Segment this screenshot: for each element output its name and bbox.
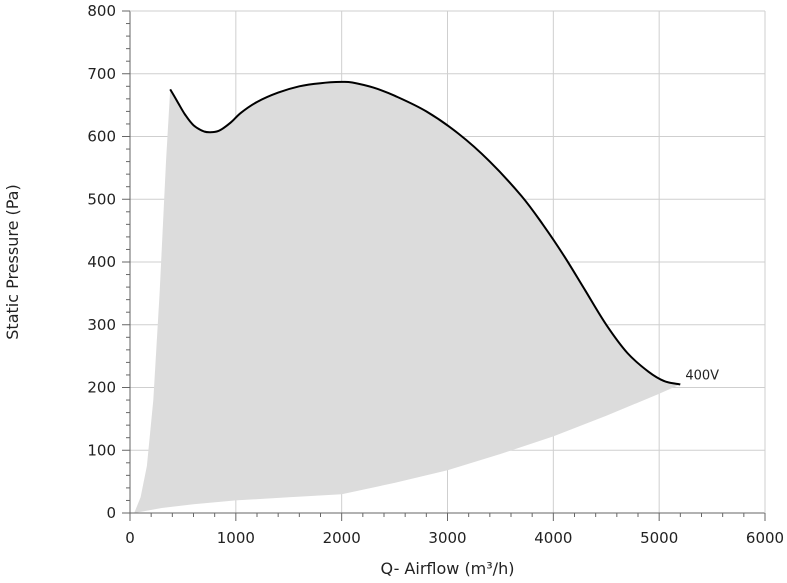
x-tick-label: 6000 <box>746 529 784 547</box>
x-tick-label: 1000 <box>217 529 255 547</box>
x-tick-label: 2000 <box>323 529 361 547</box>
y-tick-label: 800 <box>87 2 116 20</box>
y-tick-label: 600 <box>87 128 116 146</box>
operating-area-fill <box>134 81 681 514</box>
axes: 0 100 200 300 400 500 600 700 800 0 1000 2000 3000 40… <box>87 2 784 547</box>
y-tick-label: 0 <box>106 504 116 522</box>
y-tick-label: 300 <box>87 316 116 334</box>
x-tick-label: 3000 <box>428 529 466 547</box>
x-tick-label: 4000 <box>534 529 572 547</box>
x-tick-label: 0 <box>125 529 135 547</box>
y-tick-label: 700 <box>87 65 116 83</box>
y-tick-label: 200 <box>87 379 116 397</box>
series-line-400v <box>169 80 681 386</box>
y-tick-label: 100 <box>87 441 116 459</box>
curve-layer <box>169 80 681 386</box>
y-tick-label: 500 <box>87 190 116 208</box>
y-axis-title: Static Pressure (Pa) <box>3 184 22 339</box>
y-tick-label: 400 <box>87 253 116 271</box>
labels: Q- Airflow (m³/h) Static Pressure (Pa) 4… <box>3 184 719 578</box>
series-label-400v: 400V <box>685 368 719 383</box>
operating-area <box>134 81 681 514</box>
x-tick-label: 5000 <box>640 529 678 547</box>
x-axis-title: Q- Airflow (m³/h) <box>381 559 515 578</box>
